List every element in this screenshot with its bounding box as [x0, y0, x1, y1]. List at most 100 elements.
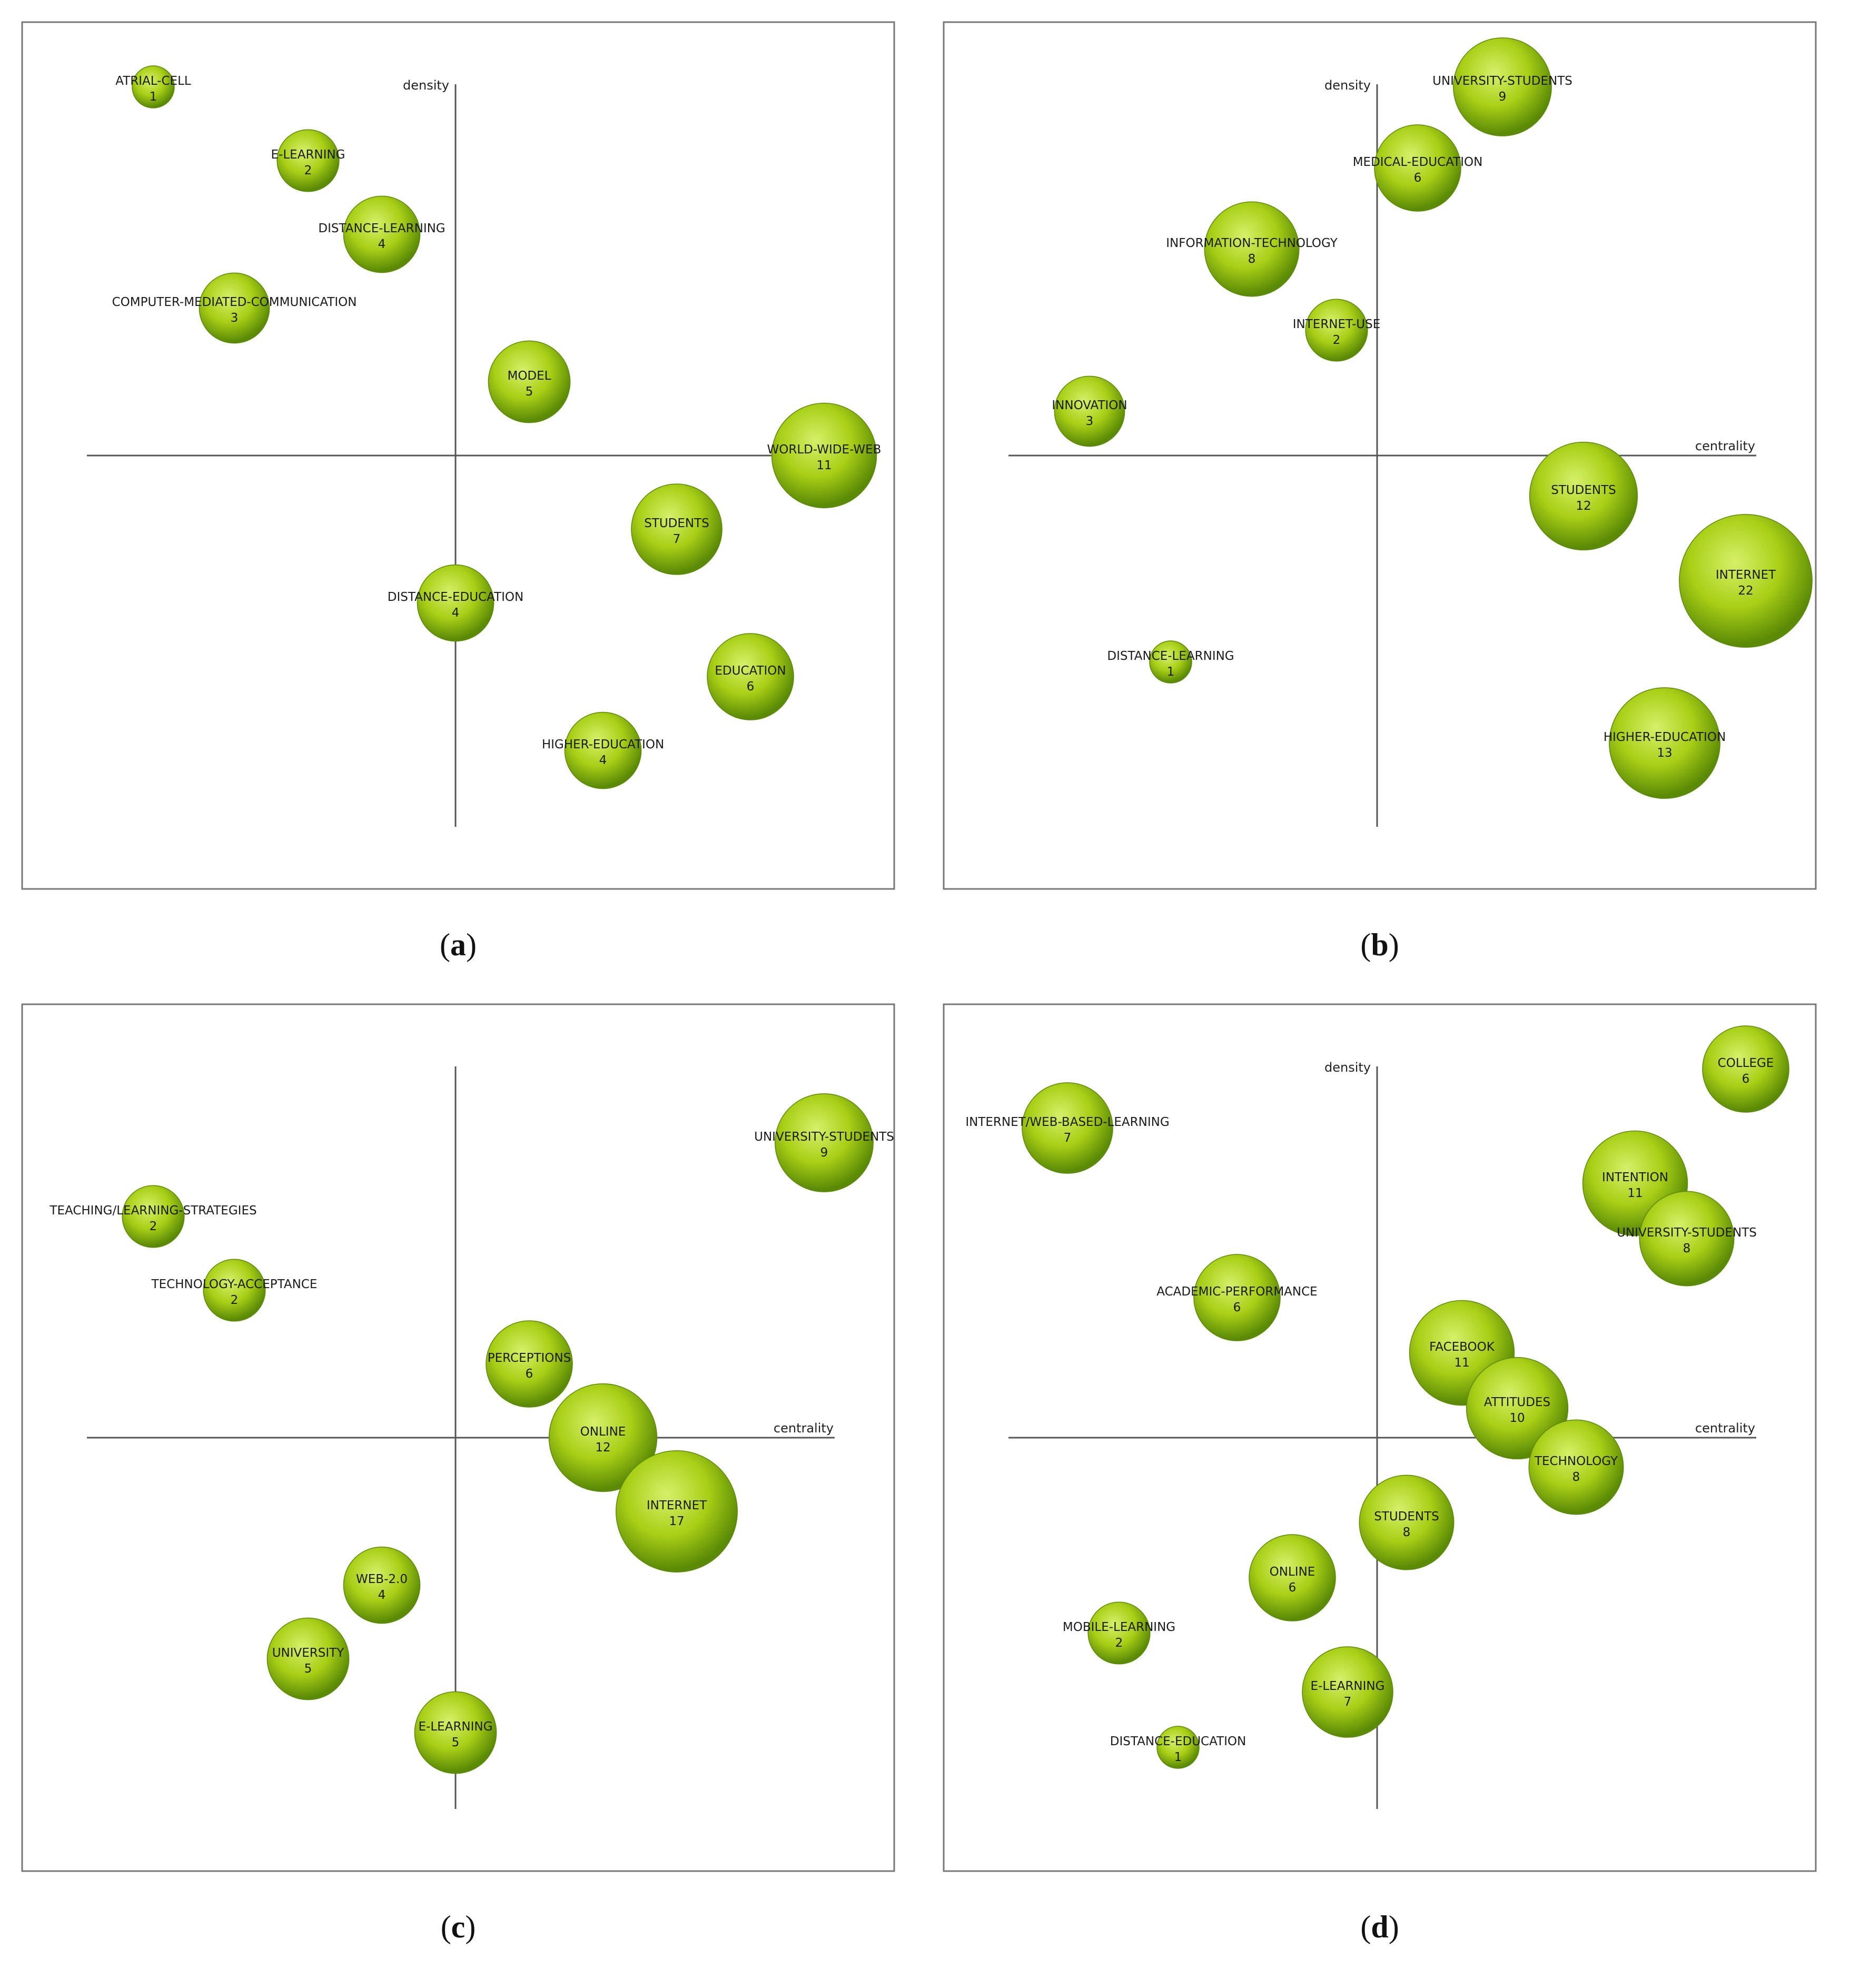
bubble-label: UNIVERSITY: [272, 1646, 345, 1660]
bubble-count: 6: [1742, 1072, 1750, 1086]
caption-d: (d): [1360, 1910, 1399, 1944]
bubble: [276, 129, 340, 192]
caption-b: (b): [1360, 927, 1399, 962]
panel-d: density centrality COLLEGE 6 INTERNET/WEB-BA…: [943, 1003, 1817, 1872]
bubble: [1305, 299, 1368, 362]
bubble: [775, 1093, 874, 1192]
bubble-label: STUDENTS: [1374, 1510, 1439, 1524]
bubble-label: DISTANCE-EDUCATION: [1110, 1735, 1246, 1748]
y-axis-label: density: [1324, 78, 1371, 93]
x-axis-label: centrality: [1695, 439, 1755, 453]
bubble-label: HIGHER-EDUCATION: [1604, 730, 1726, 744]
bubble-label: TEACHING/LEARNING-STRATEGIES: [49, 1204, 256, 1218]
bubble: [1156, 1726, 1200, 1769]
bubble: [1022, 1082, 1113, 1174]
strategic-diagram-a: density ATRIAL-CELL 1 E-LEARNING 2 DISTANCE-L…: [21, 21, 895, 890]
bubble-count: 2: [231, 1293, 239, 1307]
bubble-count: 8: [1572, 1470, 1580, 1484]
bubbles-group: ATRIAL-CELL 1 E-LEARNING 2 DISTANCE-LEARNING…: [112, 65, 882, 789]
bubble-count: 5: [526, 385, 533, 399]
bubble-label: WORLD-WIDE-WEB: [767, 443, 882, 457]
bubble: [1302, 1646, 1393, 1738]
bubble: [122, 1185, 185, 1248]
bubble-label: DISTANCE-LEARNING: [318, 222, 445, 235]
bubble-label: TECHNOLOGY-ACCEPTANCE: [151, 1278, 318, 1291]
bubble-label: FACEBOOK: [1429, 1340, 1495, 1354]
panel-c: centrality UNIVERSITY-STUDENTS 9 TEACHING/L…: [21, 1003, 895, 1872]
bubble-count: 6: [1289, 1581, 1297, 1595]
bubble: [616, 1450, 738, 1572]
bubble: [1249, 1534, 1336, 1621]
bubble-count: 1: [150, 90, 157, 104]
bubble-label: STUDENTS: [1551, 483, 1616, 497]
bubble-count: 4: [378, 238, 386, 251]
bubble-label: MODEL: [507, 369, 551, 383]
bubble-count: 10: [1509, 1411, 1525, 1425]
bubble: [1453, 37, 1552, 136]
bubble: [266, 1617, 350, 1700]
bubble-count: 6: [1414, 171, 1422, 185]
bubble-label: MOBILE-LEARNING: [1063, 1620, 1175, 1634]
bubble: [1609, 687, 1720, 799]
bubble-count: 2: [1115, 1636, 1123, 1650]
bubble-count: 2: [304, 164, 312, 177]
bubble: [1374, 124, 1461, 212]
bubble-label: PERCEPTIONS: [488, 1351, 571, 1365]
bubble-label: INTERNET: [647, 1499, 707, 1512]
bubble-count: 11: [816, 459, 832, 472]
bubble: [343, 195, 421, 273]
bubble: [1679, 514, 1813, 648]
bubble-count: 8: [1403, 1526, 1411, 1539]
bubble: [1528, 1419, 1624, 1515]
bubble-count: 6: [1233, 1301, 1241, 1314]
bubble: [631, 483, 723, 575]
bubble-count: 4: [452, 606, 460, 620]
bubble: [488, 340, 571, 423]
bubble-label: INTENTION: [1602, 1171, 1668, 1184]
bubble: [1149, 640, 1192, 684]
bubble-count: 5: [304, 1662, 312, 1676]
y-axis-label: density: [1324, 1060, 1371, 1075]
bubble: [1639, 1191, 1735, 1287]
bubble-count: 5: [452, 1736, 460, 1749]
bubbles-group: UNIVERSITY-STUDENTS 9 MEDICAL-EDUCATION 6 IN…: [1052, 37, 1813, 799]
bubble-count: 7: [1344, 1695, 1352, 1709]
x-axis-label: centrality: [1695, 1421, 1755, 1436]
bubble-count: 13: [1657, 746, 1672, 760]
bubble: [132, 65, 175, 108]
y-axis-label: density: [403, 78, 449, 93]
bubble-label: E-LEARNING: [419, 1720, 493, 1734]
bubble-label: ATTITUDES: [1484, 1396, 1550, 1409]
bubble-count: 11: [1627, 1186, 1643, 1200]
bubble-count: 12: [595, 1441, 610, 1455]
bubble-count: 8: [1683, 1242, 1691, 1255]
bubble: [486, 1320, 573, 1408]
bubble: [1359, 1475, 1455, 1570]
bubble-label: WEB-2.0: [356, 1572, 408, 1586]
bubble-count: 3: [231, 311, 239, 325]
bubble-count: 12: [1576, 499, 1591, 513]
bubbles-group: COLLEGE 6 INTERNET/WEB-BASED-LEARNING 7 INTE…: [965, 1025, 1789, 1769]
bubble-count: 9: [820, 1146, 828, 1160]
bubble-count: 11: [1454, 1356, 1469, 1370]
bubble-count: 4: [599, 754, 607, 767]
bubble: [199, 272, 270, 344]
bubble-label: ACADEMIC-PERFORMANCE: [1156, 1285, 1317, 1299]
bubble: [1087, 1601, 1151, 1665]
bubble-label: DISTANCE-EDUCATION: [388, 590, 523, 604]
strategic-diagram-c: centrality UNIVERSITY-STUDENTS 9 TEACHING/L…: [21, 1003, 895, 1872]
bubble-label: EDUCATION: [715, 664, 786, 678]
bubble: [1054, 375, 1125, 447]
bubble-label: ATRIAL-CELL: [115, 74, 191, 88]
bubble-label: STUDENTS: [644, 517, 709, 530]
bubble-count: 1: [1174, 1750, 1182, 1764]
bubble-label: UNIVERSITY-STUDENTS: [1617, 1226, 1757, 1240]
bubble: [203, 1259, 266, 1322]
bubble-label: INTERNET-USE: [1293, 318, 1381, 331]
bubble: [1193, 1254, 1281, 1341]
bubble: [564, 711, 642, 789]
bubble-count: 8: [1248, 252, 1256, 266]
bubble-label: ONLINE: [580, 1425, 626, 1439]
bubble-label: INTERNET: [1716, 568, 1776, 582]
bubble-label: ONLINE: [1270, 1565, 1315, 1579]
